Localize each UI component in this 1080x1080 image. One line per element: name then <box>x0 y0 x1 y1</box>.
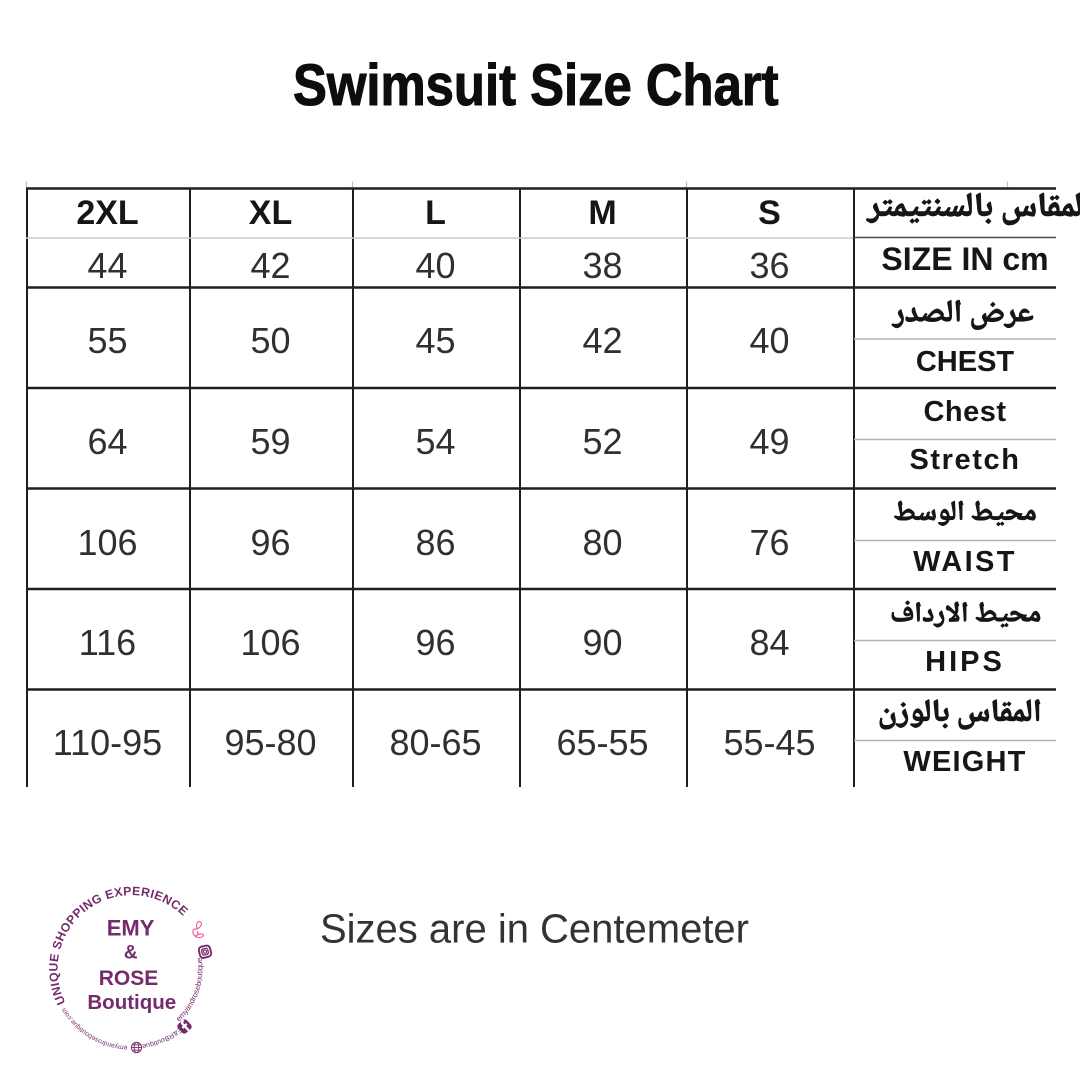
svg-text:Sizes are in Centemeter: Sizes are in Centemeter <box>320 906 749 952</box>
svg-text:ROSE: ROSE <box>99 967 159 990</box>
svg-text:EMY: EMY <box>107 916 155 941</box>
svg-text:Boutique: Boutique <box>87 991 176 1014</box>
svg-text:Swimsuit Size Chart: Swimsuit Size Chart <box>293 53 779 118</box>
svg-text:emyandroseboutique: emyandroseboutique <box>174 957 204 1023</box>
svg-text:E&RBoutique: E&RBoutique <box>141 1026 183 1049</box>
svg-text:&: & <box>124 943 138 964</box>
